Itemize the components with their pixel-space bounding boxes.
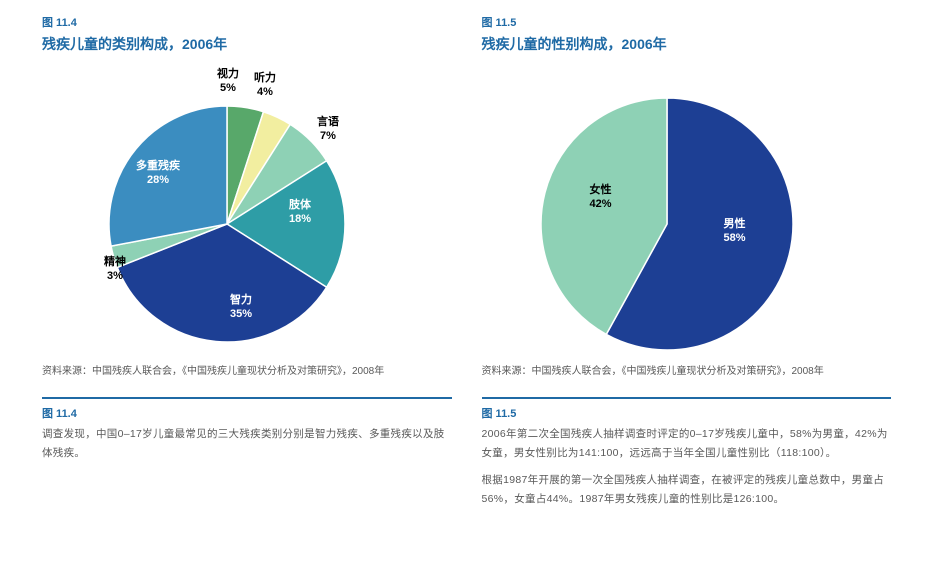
right-title: 残疾儿童的性别构成，2006年 [482,34,892,54]
right-caption-num: 图 11.5 [482,405,892,421]
left-chart: 视力5%听力4%言语7%肢体18%智力35%精神3%多重残疾28% [42,64,412,354]
left-source: 资料来源：中国残疾人联合会，《中国残疾儿童现状分析及对策研究》，2008年 [42,362,452,377]
left-caption-num: 图 11.4 [42,405,452,421]
right-column: 图 11.5 残疾儿童的性别构成，2006年 男性58%女性42% 资料来源：中… [482,14,892,517]
left-caption-block: 图 11.4 调查发现，中国0–17岁儿童最常见的三大残疾类别分别是智力残疾、多… [42,397,452,471]
left-fig-num: 图 11.4 [42,14,452,30]
right-source: 资料来源：中国残疾人联合会，《中国残疾儿童现状分析及对策研究》，2008年 [482,362,892,377]
pie-chart-gender [482,64,852,354]
right-caption-block: 图 11.5 2006年第二次全国残疾人抽样调查时评定的0–17岁残疾儿童中，5… [482,397,892,517]
left-column: 图 11.4 残疾儿童的类别构成，2006年 视力5%听力4%言语7%肢体18%… [42,14,452,517]
left-caption-text: 调查发现，中国0–17岁儿童最常见的三大残疾类别分别是智力残疾、多重残疾以及肢体… [42,425,452,463]
right-caption-text-1: 2006年第二次全国残疾人抽样调查时评定的0–17岁残疾儿童中，58%为男童，4… [482,425,892,463]
right-caption-text-2: 根据1987年开展的第一次全国残疾人抽样调查，在被评定的残疾儿童总数中，男童占5… [482,471,892,509]
left-title: 残疾儿童的类别构成，2006年 [42,34,452,54]
pie-chart-categories [42,64,412,354]
right-fig-num: 图 11.5 [482,14,892,30]
right-chart: 男性58%女性42% [482,64,852,354]
pie-slice [109,106,227,246]
